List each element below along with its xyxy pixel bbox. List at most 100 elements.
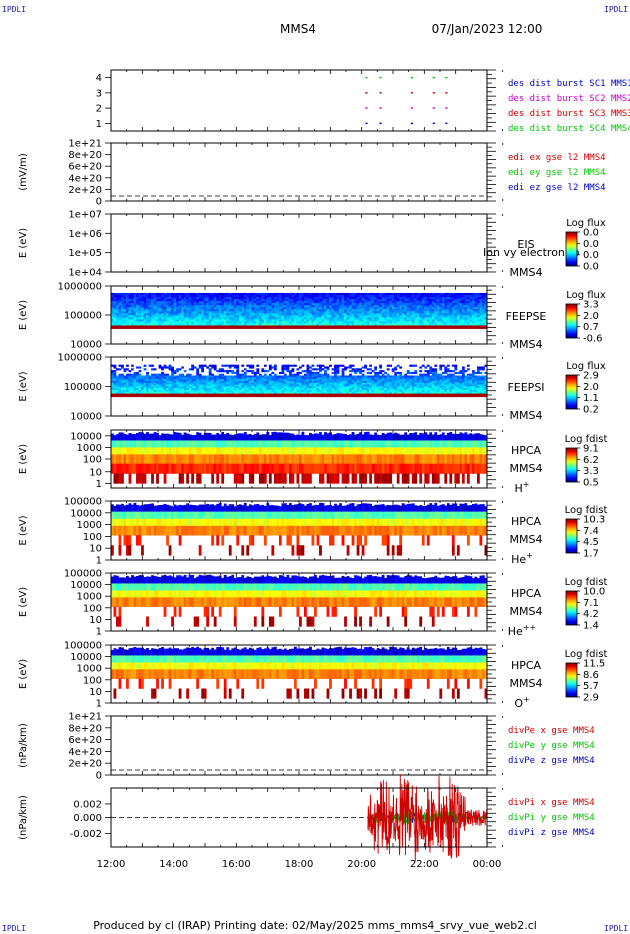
feepse-cell — [206, 297, 210, 300]
feepse-cell — [441, 303, 445, 306]
feepsi-cell — [399, 377, 403, 380]
feepse-cell — [241, 294, 245, 298]
feepsi-cell — [369, 384, 372, 387]
feepse-cell — [481, 319, 485, 322]
feepsi-cell — [158, 389, 162, 393]
feepse-cell — [464, 313, 468, 316]
feepse-cell — [324, 323, 327, 326]
feepse-cell — [329, 321, 332, 324]
feepsi-cell — [424, 377, 428, 380]
feepsi-cell — [138, 377, 142, 380]
feepse-cell — [476, 317, 480, 320]
feepse-cell — [176, 292, 179, 296]
feepsi-cell — [283, 373, 287, 376]
feepse-cell — [188, 325, 192, 329]
feepse-cell — [133, 317, 137, 320]
feepse-cell — [379, 299, 383, 302]
feepsi-cell — [226, 379, 230, 382]
feepsi-cell — [309, 380, 312, 384]
feepse-cell — [384, 294, 388, 298]
feepse-cell — [426, 299, 430, 302]
feepsi-cell — [446, 373, 450, 376]
feepse-cell — [346, 305, 350, 308]
eis-colorbar-label: 0.0 — [583, 250, 599, 261]
feepse-cell — [459, 294, 463, 298]
feepsi-cell — [288, 380, 292, 384]
feepsi-cell — [166, 382, 169, 385]
feepsi-cell — [421, 380, 425, 384]
feepsi-cell — [296, 388, 300, 391]
feepsi-cell — [148, 379, 152, 382]
feepsi-cell — [429, 393, 433, 398]
feepsi-cell — [439, 380, 443, 384]
feepsi-cell — [354, 386, 357, 389]
feepsi-cell — [271, 384, 275, 387]
feepse-cell — [474, 297, 478, 300]
feepse-cell — [236, 305, 240, 308]
feepsi-cell — [391, 389, 395, 393]
feepse-cell — [344, 294, 347, 298]
feepsi-cell — [381, 379, 385, 382]
feepsi-cell — [304, 386, 307, 389]
eis-ytick-label: 1e+05 — [68, 248, 102, 259]
feepsi-cell — [441, 384, 445, 387]
feepse-cell — [173, 319, 177, 322]
feepsi-cell — [424, 370, 428, 373]
feepsi-cell — [341, 389, 345, 393]
feepsi-cell — [241, 386, 245, 389]
feepsi-cell — [136, 384, 139, 387]
feepse-colorbar-label: 2.0 — [583, 311, 599, 322]
feepsi-cell — [271, 391, 275, 394]
feepse-cell — [218, 309, 222, 312]
feepsi-cell — [143, 386, 147, 389]
feepse-cell — [469, 297, 473, 300]
feepsi-cell — [118, 386, 122, 389]
feepse-cell — [188, 323, 192, 326]
feepse-cell — [233, 317, 237, 320]
feepse-cell — [208, 315, 212, 318]
feepse-cell — [316, 325, 320, 329]
feepse-cell — [293, 309, 297, 312]
feepse-cell — [466, 297, 470, 300]
feepsi-cell — [208, 377, 212, 380]
feepse-cell — [404, 313, 408, 316]
feepse-cell — [173, 309, 177, 312]
feepsi-cell — [456, 389, 460, 393]
feepse-cell — [336, 299, 340, 302]
feepsi-cell — [128, 393, 132, 398]
feepsi-cell — [226, 391, 230, 394]
feepse-cell — [281, 301, 285, 304]
feepse-cell — [339, 299, 342, 302]
feepsi-cell — [356, 377, 360, 380]
feepsi-cell — [416, 389, 420, 393]
feepse-cell — [341, 297, 345, 300]
feepse-cell — [331, 309, 335, 312]
feepse-cell — [369, 323, 372, 326]
feepse-cell — [334, 309, 337, 312]
feepse-cell — [286, 309, 290, 312]
feepse-cell — [399, 292, 403, 296]
feepsi-cell — [128, 384, 132, 387]
feepsi-cell — [288, 370, 292, 373]
feepsi-cell — [261, 389, 265, 393]
feepsi-cell — [381, 382, 385, 385]
feepsi-cell — [148, 364, 152, 367]
feepse-cell — [456, 307, 460, 310]
feepse-cell — [156, 301, 159, 304]
feepse-cell — [326, 325, 330, 329]
feepse-cell — [116, 294, 119, 298]
feepse-cell — [223, 294, 227, 298]
feepsi-cell — [136, 391, 139, 394]
feepse-cell — [304, 323, 307, 326]
feepsi-cell — [141, 391, 144, 394]
feepsi-cell — [218, 384, 222, 387]
feepsi-cell — [196, 386, 200, 389]
feepse-cell — [178, 319, 182, 322]
feepse-cell — [191, 325, 195, 329]
feepsi-cell — [379, 379, 383, 382]
feepse-cell — [121, 307, 124, 310]
feepse-cell — [471, 299, 475, 302]
feepsi-cell — [476, 386, 480, 389]
feepse-cell — [278, 319, 282, 322]
feepsi-cell — [186, 388, 190, 391]
